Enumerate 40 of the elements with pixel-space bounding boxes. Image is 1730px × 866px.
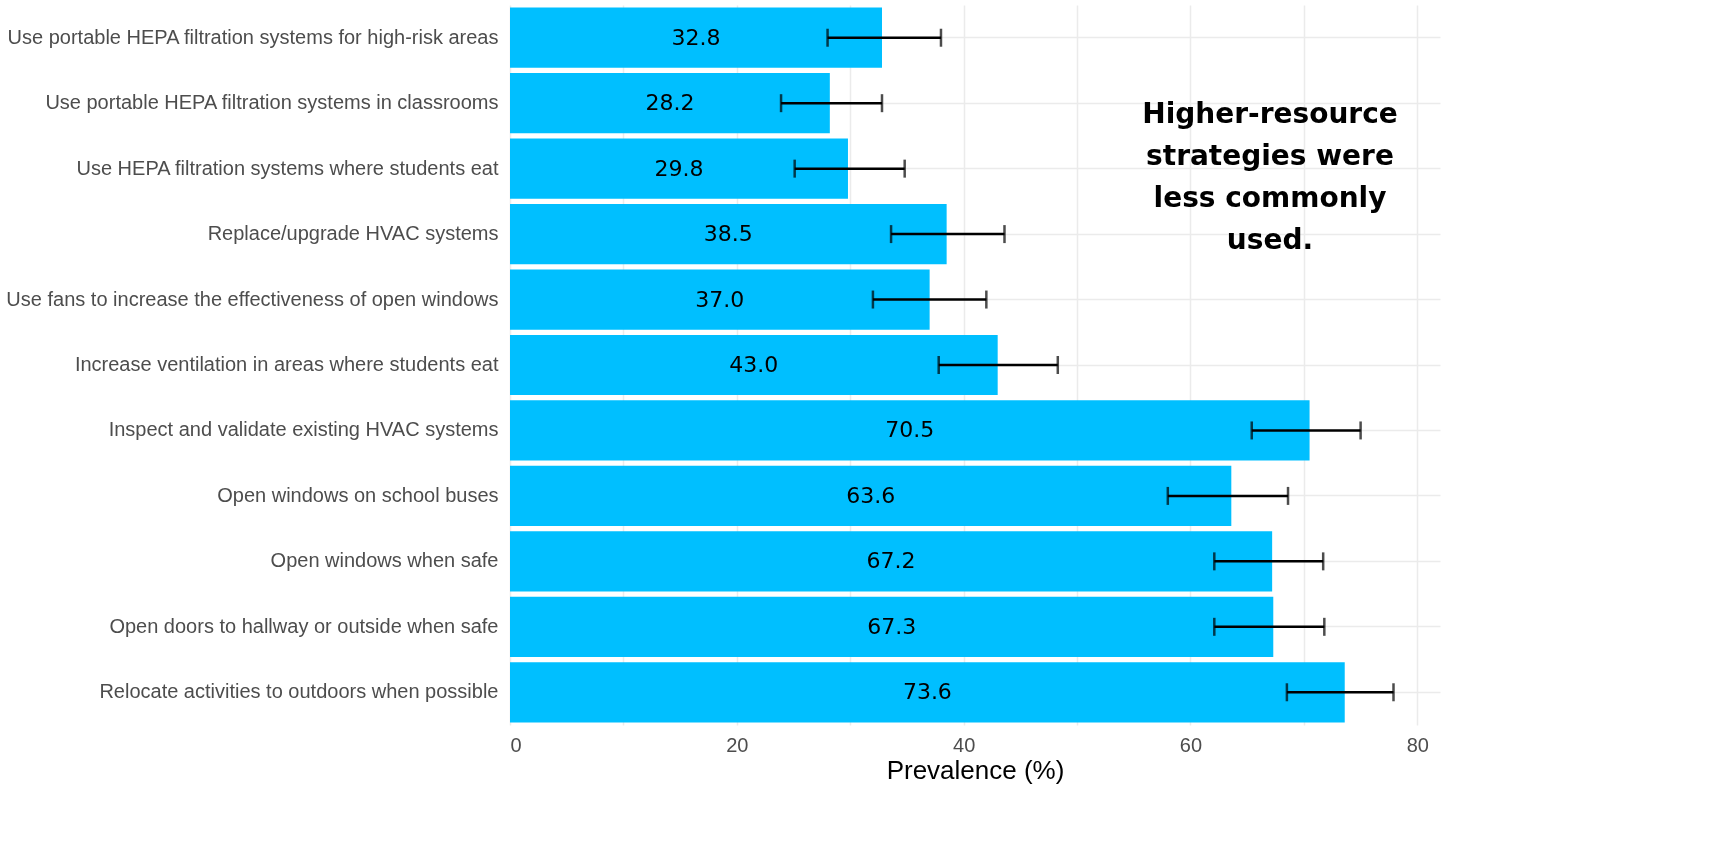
annotation: Higher-resource strategies were less commonly used. (1142, 97, 1398, 256)
y-tick-label: Use HEPA filtration systems where students eat (76, 156, 499, 179)
x-tick-label: 80 (1406, 733, 1429, 756)
y-tick-label: Use portable HEPA filtration systems in classrooms (45, 91, 499, 114)
bar (510, 203, 947, 265)
data-label: 28.2 (645, 90, 695, 116)
bar (510, 596, 1274, 657)
data-label: 67.2 (866, 548, 916, 574)
x-tick-label: 40 (953, 733, 976, 756)
data-label: 63.6 (846, 482, 896, 508)
data-label: 67.3 (867, 613, 917, 639)
bar (510, 334, 998, 396)
bar (510, 138, 848, 199)
bar (510, 73, 830, 134)
data-label: 29.8 (654, 155, 704, 181)
y-tick-label: Open doors to hallway or outside when safe (109, 614, 499, 637)
bar (510, 400, 1310, 461)
y-tick-label: Open windows when safe (270, 549, 499, 572)
x-axis-title: Prevalence (%) (886, 754, 1065, 785)
y-tick-label: Replace/upgrade HVAC systems (207, 222, 499, 245)
y-tick-label: Use fans to increase the effectiveness of open windows (6, 287, 499, 310)
data-label: 32.8 (671, 24, 721, 50)
bar (510, 662, 1345, 723)
bar (510, 531, 1273, 592)
data-label: 37.0 (695, 286, 745, 312)
data-label: 38.5 (703, 221, 753, 247)
y-tick-label: Open windows on school buses (217, 483, 499, 506)
bar (510, 7, 882, 68)
y-tick-label: Inspect and validate existing HVAC systems (108, 418, 499, 441)
y-tick-label: Increase ventilation in areas where students eat (74, 353, 499, 375)
y-tick-label: Relocate activities to outdoors when possible (99, 680, 499, 703)
x-tick-label: 60 (1179, 733, 1203, 756)
data-label: 70.5 (885, 417, 935, 443)
data-label: 43.0 (729, 352, 779, 377)
bar (510, 465, 1232, 527)
x-tick-label: 20 (726, 733, 749, 756)
y-tick-label: Use portable HEPA filtration systems for high-risk areas (7, 25, 499, 48)
data-label: 73.6 (902, 679, 952, 705)
x-tick-label: 0 (510, 733, 522, 756)
bar (510, 269, 930, 330)
